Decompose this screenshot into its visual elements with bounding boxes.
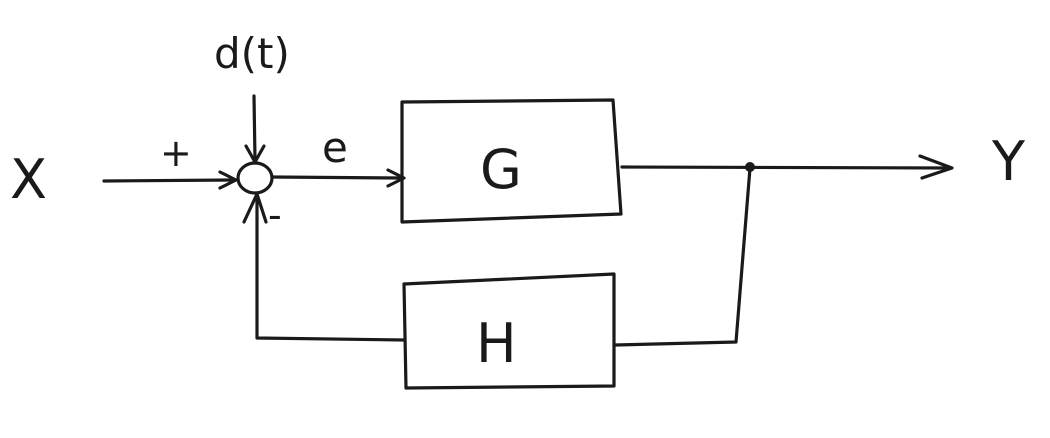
- input-label: X: [10, 148, 47, 211]
- output-line: [620, 165, 952, 170]
- feedback-return-line: [255, 194, 406, 342]
- feedback-arrowhead: [242, 192, 268, 224]
- error-arrowhead: [386, 168, 406, 188]
- output-arrowhead: [918, 154, 954, 180]
- minus-sign: -: [268, 193, 282, 237]
- input-arrowhead: [218, 170, 238, 190]
- error-label: e: [322, 123, 348, 172]
- forward-block-g: [400, 98, 623, 224]
- error-line: [270, 175, 404, 180]
- feedback-block-label: H: [476, 312, 517, 375]
- forward-block-label: G: [480, 138, 522, 201]
- feedback-block-h: [402, 272, 616, 390]
- disturbance-label: d(t): [214, 29, 290, 78]
- output-label: Y: [991, 130, 1026, 193]
- disturbance-line: [252, 94, 257, 162]
- feedback-down-line: [614, 166, 752, 347]
- input-line: [102, 178, 234, 183]
- plus-sign: +: [160, 131, 192, 175]
